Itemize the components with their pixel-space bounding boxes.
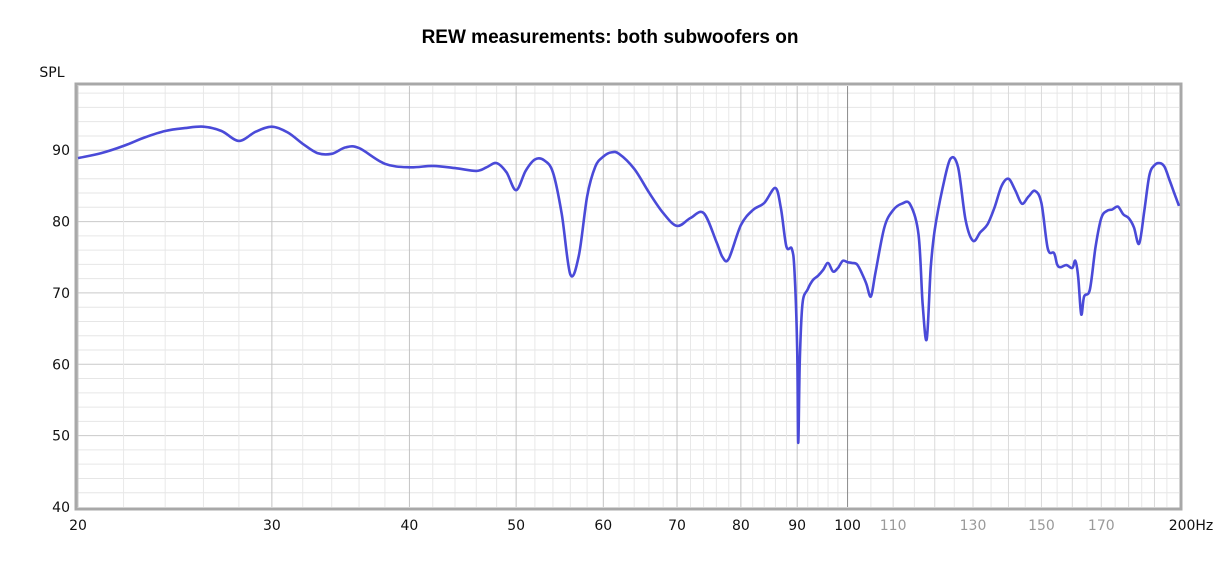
y-tick-label: 70 <box>52 286 70 302</box>
grid <box>77 86 1179 507</box>
x-tick-label: 110 <box>880 518 907 534</box>
x-tick-label: 30 <box>263 518 281 534</box>
y-tick-label: 50 <box>52 429 70 445</box>
y-tick-label: 40 <box>52 500 70 516</box>
x-tick-label: 50 <box>507 518 525 534</box>
x-tick-label: 60 <box>594 518 612 534</box>
y-axis-label: SPL <box>39 65 64 81</box>
x-tick-label: 40 <box>401 518 419 534</box>
x-tick-label: 80 <box>732 518 750 534</box>
x-tick-label: 170 <box>1088 518 1115 534</box>
x-tick-label: 150 <box>1028 518 1055 534</box>
y-tick-label: 90 <box>52 143 70 159</box>
y-tick-labels: 40 50 60 70 80 90 <box>52 143 70 516</box>
series-group <box>77 125 1181 445</box>
x-tick-label: 20 <box>69 518 87 534</box>
y-tick-label: 60 <box>52 357 70 373</box>
x-tick-label: 200Hz <box>1169 518 1214 534</box>
chart-title: REW measurements: both subwoofers on <box>421 27 799 48</box>
x-tick-label: 130 <box>960 518 987 534</box>
x-tick-label: 90 <box>788 518 806 534</box>
x-tick-label: 70 <box>668 518 686 534</box>
x-tick-label: 100 <box>834 518 861 534</box>
y-tick-label: 80 <box>52 215 70 231</box>
spl-series-line <box>77 125 1181 445</box>
x-tick-labels: 20 30 40 50 60 70 80 90 100 110 130 150 170 200Hz <box>69 518 1213 534</box>
plot-frame <box>74 82 1183 511</box>
